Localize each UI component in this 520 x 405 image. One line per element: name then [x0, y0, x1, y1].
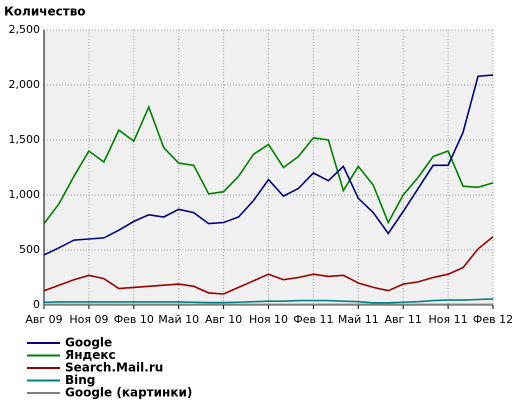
x-tick-label: Авг 09 [25, 313, 62, 326]
x-tick-label: Май 11 [338, 313, 379, 326]
chart-title: Количество [4, 5, 86, 19]
x-tick-label: Ноя 11 [429, 313, 468, 326]
y-tick-label: 1,000 [9, 188, 41, 201]
x-tick-label: Фев 11 [293, 313, 333, 326]
legend-label: Google [65, 336, 112, 350]
x-tick-label: Май 10 [158, 313, 199, 326]
series-line [43, 236, 494, 295]
series-line [43, 74, 494, 256]
x-tick-label: Фев 10 [114, 313, 154, 326]
legend-label: Search.Mail.ru [65, 361, 163, 375]
series-line [43, 104, 494, 225]
x-tick-label: Авг 10 [205, 313, 242, 326]
x-tick-label: Фев 12 [473, 313, 513, 326]
y-tick-label: 2,500 [9, 23, 41, 36]
legend-label: Bing [65, 373, 95, 387]
x-tick-label: Авг 11 [385, 313, 422, 326]
y-tick-label: 0 [33, 298, 40, 311]
y-tick-label: 500 [19, 243, 40, 256]
series-line [43, 298, 494, 304]
y-tick-label: 1,500 [9, 133, 41, 146]
legend-label: Яндекс [65, 348, 116, 362]
legend-label: Google (картинки) [65, 386, 192, 400]
x-tick-label: Ноя 10 [249, 313, 288, 326]
x-tick-label: Ноя 09 [69, 313, 108, 326]
y-tick-label: 2,000 [9, 78, 41, 91]
